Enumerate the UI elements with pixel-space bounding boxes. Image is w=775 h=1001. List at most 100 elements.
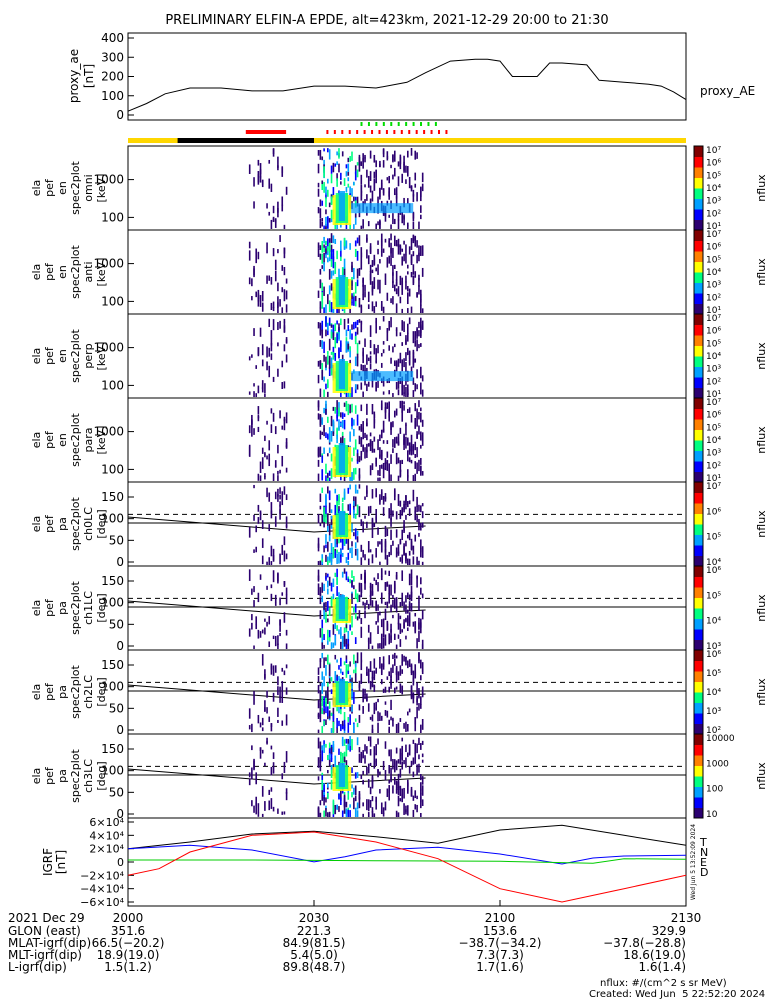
panel-ylabel-line: ela <box>30 516 43 533</box>
spectrogram-cell <box>392 272 394 284</box>
orbit-row-value: 7.3(7.3) <box>476 948 524 962</box>
spectrogram-cell <box>340 632 342 639</box>
spectrogram-cell <box>351 682 353 691</box>
spectrogram-cell <box>319 149 322 160</box>
spectrogram-cell <box>421 753 424 758</box>
spectrogram-cell <box>360 305 363 313</box>
spectrogram-cell <box>332 803 335 810</box>
spectrogram-cell <box>410 445 413 456</box>
spectrogram-cell <box>327 560 329 565</box>
colorbar-label: nflux <box>755 594 768 622</box>
status-yellow-band <box>128 138 686 143</box>
spectrogram-cell <box>261 383 264 390</box>
spectrogram-cell <box>321 455 324 463</box>
spectrogram-cell <box>248 628 251 637</box>
spectrogram-cell <box>317 182 320 188</box>
spectrogram-cell <box>332 799 335 805</box>
spectrogram-cell <box>403 500 405 511</box>
spectrogram-cell <box>412 621 415 627</box>
spectrogram-cell <box>330 728 333 733</box>
spectrogram-cell <box>325 356 327 368</box>
spectrogram-cell <box>366 383 368 392</box>
colorbar-segment <box>694 335 703 346</box>
spectrogram-cell <box>399 665 402 676</box>
spectrogram-cell <box>393 360 396 367</box>
spectrogram-cell <box>330 415 333 427</box>
spectrogram-cell <box>270 342 273 352</box>
spectrogram-cell <box>397 161 400 167</box>
spectrogram-cell <box>380 400 383 411</box>
spectrogram-cell <box>421 308 424 313</box>
spectrogram-cell <box>399 244 402 255</box>
spectrogram-cell <box>367 558 370 565</box>
colorbar-tick-label: 10 <box>706 810 718 820</box>
spectrogram-cell <box>332 546 335 559</box>
spectrogram-cell <box>353 500 355 506</box>
colorbar-segment <box>694 566 703 577</box>
spectrogram-cell <box>272 148 275 157</box>
spectrogram-cell <box>341 497 344 502</box>
colorbar-tick-label: 10² <box>706 293 721 303</box>
spectrogram-cell <box>356 414 359 426</box>
spectrogram-cell <box>268 159 271 164</box>
spectrogram-cell <box>351 705 353 712</box>
spectrogram-cell <box>328 490 331 499</box>
spectrogram-cell <box>347 318 350 324</box>
spectrogram-cell <box>321 707 324 715</box>
spectrogram-cell <box>420 465 422 474</box>
spectrogram-cell <box>319 199 322 207</box>
spectrogram-cell <box>321 682 324 694</box>
colorbar-tick-label: 10³ <box>706 281 721 291</box>
spectrogram-cell <box>399 275 402 286</box>
spectrogram-cell <box>353 654 355 665</box>
spectrogram-cell <box>362 802 364 807</box>
colorbar-segment <box>694 702 703 714</box>
spectrogram-cell <box>328 630 331 639</box>
spectrogram-cell <box>345 535 348 544</box>
spectrogram-cell <box>418 400 420 408</box>
spectrogram-cell <box>392 759 394 770</box>
spectrogram-cell <box>277 368 279 377</box>
spectrogram-cell <box>341 641 344 649</box>
spectrogram-cell <box>354 795 357 802</box>
spectrogram-cell <box>323 709 325 715</box>
spectrogram-cell <box>408 355 411 364</box>
spectrogram-cell <box>366 449 368 458</box>
spectrogram-cell <box>327 477 329 481</box>
spectrogram-cell <box>327 754 329 761</box>
spectrogram-cell <box>343 568 346 574</box>
spectrogram-cell <box>418 521 420 531</box>
spectrogram-cell <box>379 434 381 442</box>
spectrogram-cell <box>327 327 329 336</box>
spectrogram-cell <box>336 537 338 545</box>
spectrogram-cell <box>255 291 258 298</box>
colorbar-tick-label: 10⁴ <box>706 688 721 698</box>
spectrogram-cell <box>373 752 376 765</box>
spectrogram-cell <box>351 417 353 427</box>
spectrogram-cell <box>272 665 275 676</box>
spectrogram-cell <box>421 644 424 649</box>
spectrogram-cell <box>380 489 383 495</box>
spectrogram-cell <box>327 248 329 255</box>
spectrogram-cell <box>347 325 350 332</box>
spectrogram-cell <box>328 218 331 223</box>
spectrogram-cell <box>328 149 331 160</box>
spectrogram-cell <box>330 324 333 328</box>
spectrogram-cell <box>319 587 322 596</box>
spectrogram-cell <box>373 254 376 266</box>
spectrogram-cell <box>377 477 379 481</box>
spectrogram-cell <box>416 496 418 508</box>
spectrogram-cell <box>325 197 327 207</box>
spectrogram-cell <box>330 758 333 763</box>
spectrogram-cell <box>330 244 333 253</box>
colorbar-segment <box>694 366 703 378</box>
spectrogram-cell <box>327 682 329 687</box>
spectrogram-cell <box>317 675 320 683</box>
spectrogram-cell <box>360 626 363 638</box>
spectrogram-cell <box>420 343 422 347</box>
spectrogram-cell <box>360 659 363 671</box>
spectrogram-cell <box>349 156 351 162</box>
spectrogram-cell <box>356 593 359 603</box>
spectrogram-cell <box>328 502 331 513</box>
spectrogram-cell <box>354 439 357 450</box>
